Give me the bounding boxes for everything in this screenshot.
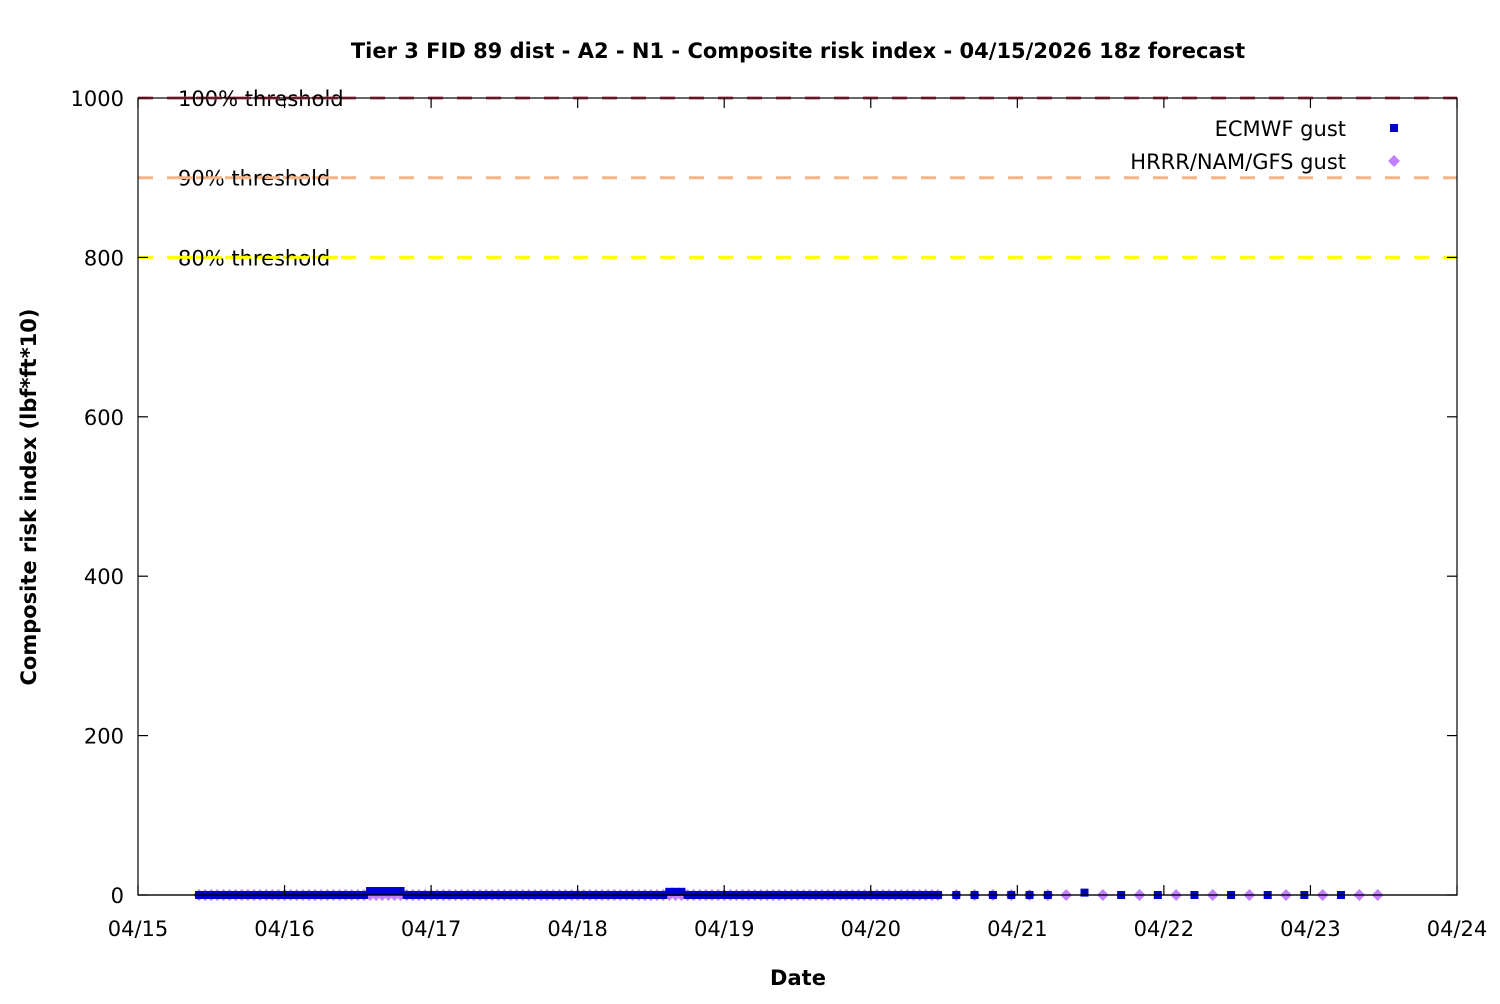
data-point [372, 887, 381, 896]
y-axis-label: Composite risk index (lbf*ft*10) [17, 308, 41, 685]
data-point [366, 887, 375, 896]
data-point [677, 887, 686, 896]
chart-title: Tier 3 FID 89 dist - A2 - N1 - Composite… [351, 39, 1245, 63]
data-series [138, 887, 1457, 901]
legend-label: HRRR/NAM/GFS gust [1130, 150, 1346, 174]
legend-marker-diamond [1388, 155, 1400, 167]
data-point [378, 887, 387, 896]
data-point [396, 887, 405, 896]
y-tick-label: 0 [111, 884, 124, 908]
x-tick-label: 04/16 [254, 917, 315, 941]
data-point [390, 887, 399, 896]
axis-ticks: 04/15 04/16 04/17 04/18 04/19 04/20 04/21 04/22… [71, 87, 1488, 941]
x-tick-label: 04/19 [694, 917, 755, 941]
y-tick-label: 600 [84, 406, 124, 430]
x-tick-label: 04/21 [987, 917, 1048, 941]
plot-border [137, 97, 1458, 896]
legend-marker-square [1390, 124, 1398, 132]
data-point [1080, 888, 1089, 897]
y-tick-label: 1000 [71, 87, 124, 111]
x-tick-label: 04/20 [841, 917, 902, 941]
data-point [384, 887, 393, 896]
data-point [671, 887, 680, 896]
x-tick-label: 04/15 [108, 917, 169, 941]
x-axis-label: Date [770, 966, 826, 990]
x-tick-label: 04/23 [1280, 917, 1341, 941]
y-tick-label: 400 [84, 565, 124, 589]
threshold-label: 100% threshold [178, 87, 344, 111]
x-tick-label: 04/22 [1134, 917, 1195, 941]
y-tick-label: 200 [84, 725, 124, 749]
x-tick-label: 04/18 [547, 917, 608, 941]
y-tick-label: 800 [84, 246, 124, 270]
data-point [665, 887, 674, 896]
legend: ECMWF gust HRRR/NAM/GFS gust [1130, 117, 1400, 174]
x-tick-label: 04/17 [401, 917, 462, 941]
x-tick-label: 04/24 [1427, 917, 1488, 941]
legend-label: ECMWF gust [1215, 117, 1346, 141]
